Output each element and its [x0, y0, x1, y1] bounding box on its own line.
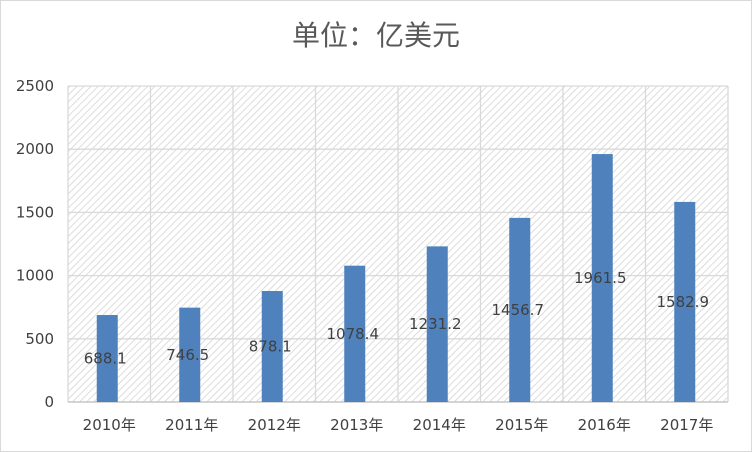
data-label: 746.5: [166, 346, 209, 364]
y-tick-label: 2500: [16, 77, 54, 95]
data-label: 878.1: [249, 338, 292, 356]
x-axis-ticks: 2010年 2011年 2012年 2013年 2014年 2015年 2016年 2017年: [83, 416, 714, 434]
data-label: 688.1: [84, 350, 127, 368]
x-tick-label: 2013年: [330, 416, 383, 434]
data-label: 1582.9: [657, 293, 710, 311]
data-label: 1961.5: [574, 269, 627, 287]
chart-title: 单位：亿美元: [291, 19, 460, 52]
x-tick-label: 2011年: [165, 416, 218, 434]
y-tick-label: 2000: [16, 140, 54, 158]
grid-lines: [67, 85, 729, 403]
y-tick-label: 1500: [16, 203, 54, 221]
x-tick-label: 2014年: [413, 416, 466, 434]
x-tick-label: 2010年: [83, 416, 136, 434]
bar: [509, 217, 531, 402]
x-tick-label: 2017年: [660, 416, 713, 434]
x-tick-label: 2012年: [248, 416, 301, 434]
data-label: 1231.2: [409, 315, 462, 333]
bar: [591, 154, 613, 402]
bars: [96, 154, 696, 402]
bar: [674, 201, 696, 402]
data-label: 1456.7: [492, 301, 545, 319]
bar: [179, 307, 201, 402]
x-tick-label: 2015年: [495, 416, 548, 434]
bar: [261, 291, 283, 402]
bar: [96, 315, 118, 402]
y-axis-ticks: 0 500 1000 1500 2000 2500: [16, 77, 54, 411]
bar: [426, 246, 448, 402]
data-label: 1078.4: [327, 325, 380, 343]
x-tick-label: 2016年: [578, 416, 631, 434]
y-tick-label: 1000: [16, 267, 54, 285]
bar: [344, 265, 366, 402]
y-tick-label: 500: [25, 330, 54, 348]
y-tick-label: 0: [44, 393, 54, 411]
data-labels: 688.1 746.5 878.1 1078.4 1231.2 1456.7 1961.5 1…: [84, 269, 709, 367]
